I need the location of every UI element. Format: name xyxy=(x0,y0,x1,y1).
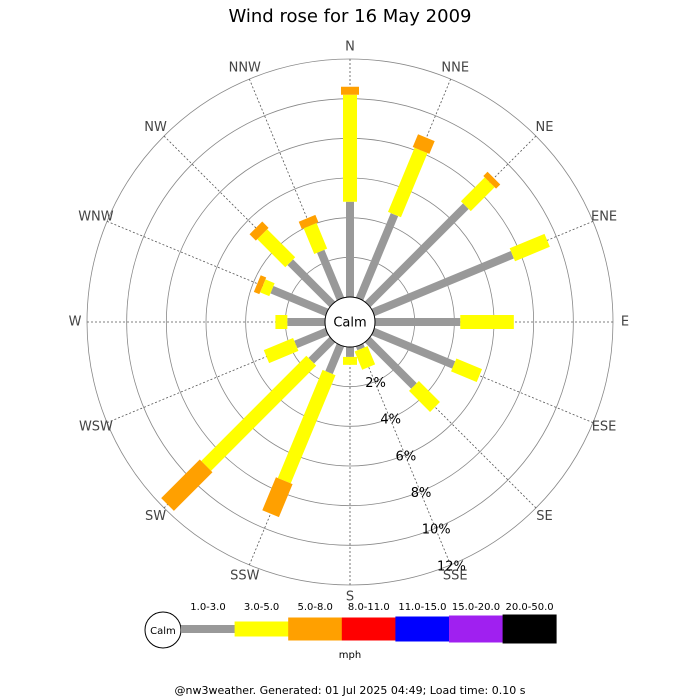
r-tick-label: 2% xyxy=(365,376,386,391)
chart-title: Wind rose for 16 May 2009 xyxy=(229,6,472,27)
direction-label: ENE xyxy=(591,209,617,224)
r-tick-label: 10% xyxy=(422,523,451,538)
direction-label: ESE xyxy=(592,420,617,435)
wind-bar xyxy=(270,285,329,317)
direction-label: SSE xyxy=(443,569,468,584)
legend-label: 1.0-3.0 xyxy=(190,602,225,613)
wind-bar xyxy=(287,259,336,308)
wind-bar xyxy=(409,381,440,412)
wind-bar xyxy=(325,343,345,375)
direction-label: SW xyxy=(145,509,166,524)
legend-swatch xyxy=(341,617,396,641)
wind-bar xyxy=(260,279,275,297)
direction-label: SE xyxy=(536,509,552,524)
wind-bar xyxy=(263,338,299,364)
legend-label: 5.0-8.0 xyxy=(297,602,332,613)
wind-bar xyxy=(249,221,269,241)
legend-label: 11.0-15.0 xyxy=(398,602,446,613)
wind-bar xyxy=(277,369,336,484)
direction-label: NE xyxy=(535,120,553,135)
calm-circle xyxy=(324,296,376,348)
wind-bar xyxy=(355,213,399,301)
wind-bar xyxy=(161,459,213,511)
wind-bar xyxy=(262,477,293,518)
legend-label: 8.0-11.0 xyxy=(348,602,390,613)
direction-label: SSW xyxy=(230,569,260,584)
direction-label: NNE xyxy=(441,60,469,75)
legend-swatch xyxy=(395,616,450,642)
wind-bar xyxy=(308,336,336,364)
wind-bar xyxy=(253,275,267,295)
wind-bar xyxy=(317,249,345,301)
direction-label: N xyxy=(345,40,355,55)
wind-bar xyxy=(298,214,319,230)
direction-label: NW xyxy=(144,120,167,135)
direction-label: W xyxy=(69,315,82,330)
r-tick-label: 12% xyxy=(437,559,466,574)
wind-bar xyxy=(483,171,501,189)
r-tick-label: 4% xyxy=(380,413,401,428)
legend-calm-label: Calm xyxy=(150,626,176,637)
wind-bar xyxy=(354,346,376,370)
direction-label: NNW xyxy=(229,60,261,75)
r-tick-label: 6% xyxy=(396,449,417,464)
direction-label: WSW xyxy=(79,420,113,435)
wind-bar xyxy=(509,233,550,262)
wind-bar xyxy=(303,222,328,254)
direction-label: S xyxy=(346,590,354,605)
wind-bar xyxy=(451,358,483,383)
wind-bar xyxy=(294,327,329,349)
wind-bar xyxy=(371,251,514,317)
legend-swatch xyxy=(502,614,557,644)
legend-swatch xyxy=(449,615,503,643)
direction-label: WNW xyxy=(78,209,114,224)
r-tick-label: 8% xyxy=(411,486,432,501)
legend-swatch xyxy=(288,617,343,641)
footer: @nw3weather. Generated: 01 Jul 2025 04:4… xyxy=(175,684,526,697)
wind-bar xyxy=(201,355,317,471)
wind-bar xyxy=(364,203,469,308)
legend-label: 15.0-20.0 xyxy=(452,602,500,613)
wind-bar xyxy=(364,336,417,389)
wind-bar xyxy=(388,147,428,218)
legend-label: 3.0-5.0 xyxy=(244,602,279,613)
legend-unit: mph xyxy=(339,650,361,661)
wind-bar xyxy=(355,343,365,351)
calm-label: Calm xyxy=(333,316,366,331)
wind-bar xyxy=(460,177,495,212)
legend-swatch xyxy=(181,625,235,633)
direction-label: E xyxy=(621,315,629,330)
legend-label: 20.0-50.0 xyxy=(506,602,554,613)
wind-bar xyxy=(371,327,456,369)
wind-bar xyxy=(257,229,296,268)
legend-swatch xyxy=(234,621,289,637)
wind-bar xyxy=(412,134,435,154)
